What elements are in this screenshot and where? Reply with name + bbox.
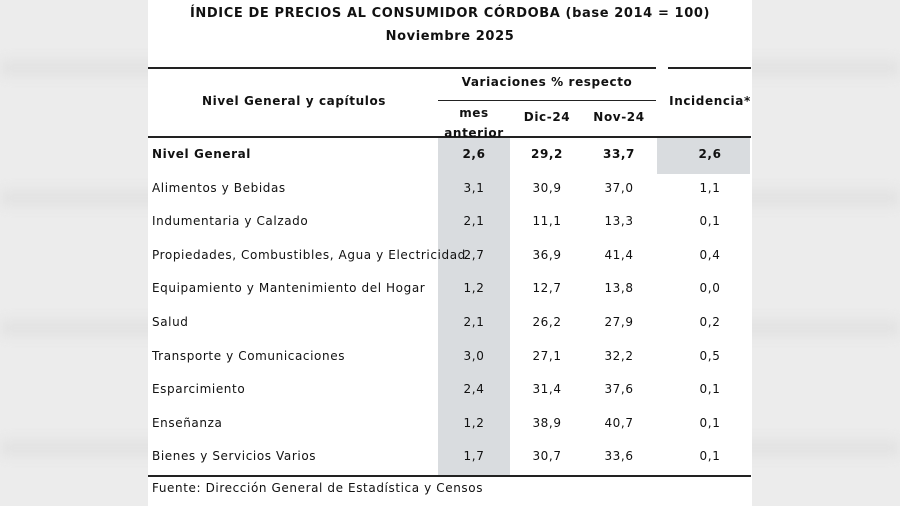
column-header: Nov-24 — [593, 110, 645, 124]
cell-value: 37,6 — [604, 382, 634, 397]
cell-value: 1,2 — [463, 281, 485, 296]
cell-value: 11,1 — [532, 214, 562, 229]
cell-shade — [657, 138, 750, 174]
title: ÍNDICE DE PRECIOS AL CONSUMIDOR CÓRDOBA … — [189, 6, 711, 21]
row-label: Bienes y Servicios Varios — [152, 449, 317, 464]
row-label: Nivel General — [152, 147, 252, 161]
column-header: Nivel General y capítulos — [201, 94, 387, 108]
cell-value: 32,2 — [604, 348, 634, 363]
cell-value: 0,4 — [699, 247, 721, 262]
cell-value: 29,2 — [530, 147, 564, 161]
cell-value: 12,7 — [532, 281, 562, 296]
cell-value: 36,9 — [532, 247, 562, 262]
cell-value: 30,9 — [532, 180, 562, 195]
cell-value: 2,1 — [463, 315, 485, 329]
row-label: Propiedades, Combustibles, Agua y Electr… — [152, 247, 466, 262]
cell-value: 26,2 — [532, 315, 562, 329]
cell-value: 13,3 — [604, 214, 634, 229]
cell-value: 40,7 — [604, 415, 634, 430]
cell-value: 38,9 — [532, 415, 562, 430]
row-label: Equipamiento y Mantenimiento del Hogar — [152, 281, 426, 296]
row-label: Indumentaria y Calzado — [152, 214, 309, 229]
cell-value: 3,0 — [463, 348, 485, 363]
cell-value: 2,1 — [463, 214, 485, 229]
cell-value: 31,4 — [532, 382, 562, 397]
cell-value: 2,6 — [698, 147, 722, 161]
cell-value: 1,7 — [463, 449, 485, 464]
cell-value: 2,4 — [463, 382, 485, 397]
cell-value: 0,1 — [699, 415, 721, 430]
cell-value: 0,1 — [699, 214, 721, 229]
cell-value: 2,6 — [462, 147, 486, 161]
column-header: mes anterior — [444, 106, 504, 140]
column-header: Incidencia* — [669, 94, 751, 108]
row-label: Salud — [152, 315, 189, 329]
row-label: Esparcimiento — [152, 382, 246, 397]
rule — [148, 67, 656, 69]
subtitle: Noviembre 2025 — [385, 29, 515, 44]
cell-value: 13,8 — [604, 281, 634, 296]
column-header: Dic-24 — [523, 110, 571, 124]
cell-value: 33,7 — [602, 147, 636, 161]
row-label: Transporte y Comunicaciones — [152, 348, 346, 363]
cell-value: 27,1 — [532, 348, 562, 363]
cell-value: 0,0 — [699, 281, 721, 296]
cell-value: 1,1 — [699, 180, 721, 195]
cell-value: 0,5 — [699, 348, 721, 363]
column-shade — [438, 138, 510, 475]
row-label: Enseñanza — [152, 415, 223, 430]
cell-value: 0,1 — [699, 382, 721, 397]
cell-value: 0,2 — [699, 315, 721, 329]
column-header: Variaciones % respecto — [461, 75, 633, 89]
cell-value: 2,7 — [463, 247, 485, 262]
rule — [148, 475, 751, 477]
table-panel: ÍNDICE DE PRECIOS AL CONSUMIDOR CÓRDOBA … — [148, 0, 752, 506]
cell-value: 1,2 — [463, 415, 485, 430]
rule — [148, 136, 751, 138]
cell-value: 33,6 — [604, 449, 634, 464]
cell-value: 27,9 — [604, 315, 634, 329]
cell-value: 3,1 — [463, 180, 485, 195]
rule — [668, 67, 751, 69]
row-label: Alimentos y Bebidas — [152, 180, 286, 195]
cell-value: 41,4 — [604, 247, 634, 262]
footer: Fuente: Dirección General de Estadística… — [152, 481, 484, 495]
cell-value: 37,0 — [604, 180, 634, 195]
rule — [438, 100, 656, 101]
cell-value: 0,1 — [699, 449, 721, 464]
cell-value: 30,7 — [532, 449, 562, 464]
